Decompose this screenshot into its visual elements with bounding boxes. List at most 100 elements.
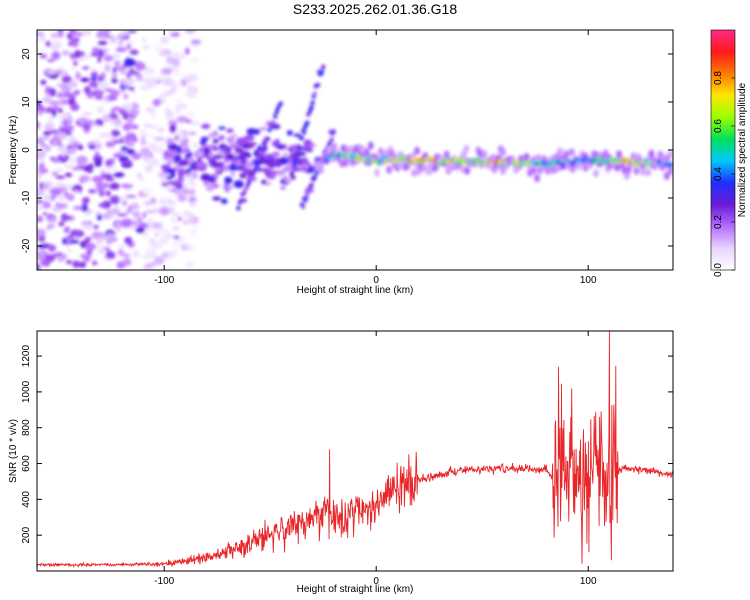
heatmap-cell: [190, 121, 200, 126]
heatmap-cell: [141, 71, 151, 79]
spectrogram-x-label: Height of straight line (km): [297, 285, 414, 296]
heatmap-cells: [37, 30, 673, 270]
y-tick-label: 1200: [21, 345, 32, 368]
heatmap-cell: [142, 187, 153, 192]
heatmap-cell: [142, 211, 147, 219]
heatmap-cell: [138, 190, 144, 198]
heatmap-cell: [47, 217, 57, 223]
heatmap-cell: [102, 113, 111, 123]
heatmap-cell: [190, 85, 199, 90]
heatmap-cell: [157, 150, 166, 154]
heatmap-cell: [105, 252, 116, 260]
heatmap-cell: [37, 31, 45, 37]
heatmap-cell: [124, 78, 136, 86]
heatmap-cell: [46, 59, 55, 63]
heatmap-cell: [110, 129, 121, 138]
heatmap-cell: [205, 185, 215, 192]
heatmap-cell: [68, 239, 80, 244]
heatmap-cell: [80, 204, 88, 212]
heatmap-cell: [100, 173, 113, 179]
heatmap-cell: [132, 211, 141, 218]
heatmap-cell: [51, 41, 63, 50]
heatmap-cell: [171, 199, 177, 207]
heatmap-cell: [218, 134, 225, 141]
heatmap-cell: [300, 157, 309, 166]
heatmap-cell: [88, 188, 97, 194]
heatmap-cell: [116, 213, 128, 217]
heatmap-cell: [112, 139, 123, 144]
heatmap-cell: [158, 236, 169, 245]
heatmap-cell: [160, 92, 172, 97]
heatmap-cell: [293, 133, 302, 137]
heatmap-cell: [72, 260, 81, 269]
heatmap-cell: [73, 31, 84, 37]
heatmap-cell: [64, 163, 74, 170]
heatmap-cell: [74, 49, 82, 59]
heatmap-cell: [192, 162, 198, 166]
heatmap-cell: [103, 47, 109, 55]
heatmap-cell: [160, 70, 167, 76]
heatmap-cell: [101, 169, 113, 173]
heatmap-cell: [327, 141, 332, 146]
heatmap-cell: [190, 202, 197, 208]
heatmap-cell: [82, 55, 92, 60]
heatmap-cell: [57, 153, 70, 162]
heatmap-cell: [312, 174, 317, 180]
heatmap-cell: [78, 165, 84, 170]
heatmap-cell: [261, 179, 267, 185]
heatmap-cell: [40, 79, 47, 85]
heatmap-cell: [221, 164, 230, 172]
heatmap-cell: [235, 166, 246, 171]
heatmap-cell: [111, 71, 117, 81]
heatmap-cell: [40, 36, 46, 42]
heatmap-cell: [315, 82, 321, 88]
heatmap-cell: [114, 60, 121, 66]
heatmap-cell: [190, 39, 202, 45]
heatmap-cell: [181, 244, 188, 251]
heatmap-cell: [177, 194, 187, 202]
heatmap-cell: [115, 47, 127, 53]
heatmap-cell: [189, 56, 200, 64]
heatmap-cell: [80, 77, 90, 83]
heatmap-cell: [145, 166, 153, 172]
heatmap-cell: [125, 209, 133, 214]
heatmap-cell: [142, 231, 149, 238]
heatmap-cell: [67, 80, 79, 88]
heatmap-cell: [271, 120, 276, 125]
heatmap-cell: [149, 261, 160, 266]
heatmap-cell: [170, 86, 176, 91]
heatmap-cell: [124, 102, 134, 109]
heatmap-cell: [37, 250, 45, 257]
heatmap-cell: [113, 172, 125, 178]
heatmap-cell: [117, 195, 128, 204]
heatmap-cell: [37, 110, 43, 116]
snr-x-ticks: -100 0 100: [154, 331, 597, 587]
heatmap-cell: [534, 174, 541, 183]
heatmap-cell: [300, 168, 307, 173]
heatmap-cell: [50, 170, 55, 179]
heatmap-cell: [70, 156, 76, 164]
heatmap-cell: [173, 235, 180, 240]
heatmap-cell: [248, 176, 254, 182]
heatmap-cell: [125, 135, 131, 144]
heatmap-cell: [230, 171, 236, 177]
snr-panel: -100 0 100 200 400 600 800 1000 1200 Height of …: [8, 330, 674, 595]
heatmap-cell: [374, 168, 381, 177]
heatmap-cell: [96, 245, 106, 254]
heatmap-cell: [459, 165, 466, 174]
heatmap-cell: [85, 242, 97, 251]
heatmap-cell: [179, 142, 189, 147]
y-tick-label: 20: [21, 48, 32, 60]
x-tick-label: 100: [580, 275, 597, 286]
heatmap-cell: [175, 106, 181, 115]
heatmap-cell: [93, 225, 99, 230]
heatmap-cell: [278, 156, 289, 165]
heatmap-cell: [568, 148, 575, 157]
heatmap-cell: [135, 72, 143, 81]
heatmap-cell: [159, 36, 170, 44]
heatmap-cell: [66, 145, 74, 149]
spectrogram-x-ticks: -100 0 100: [154, 30, 597, 286]
heatmap-cell: [120, 218, 132, 228]
heatmap-cell: [37, 121, 41, 130]
heatmap-cell: [126, 43, 132, 50]
